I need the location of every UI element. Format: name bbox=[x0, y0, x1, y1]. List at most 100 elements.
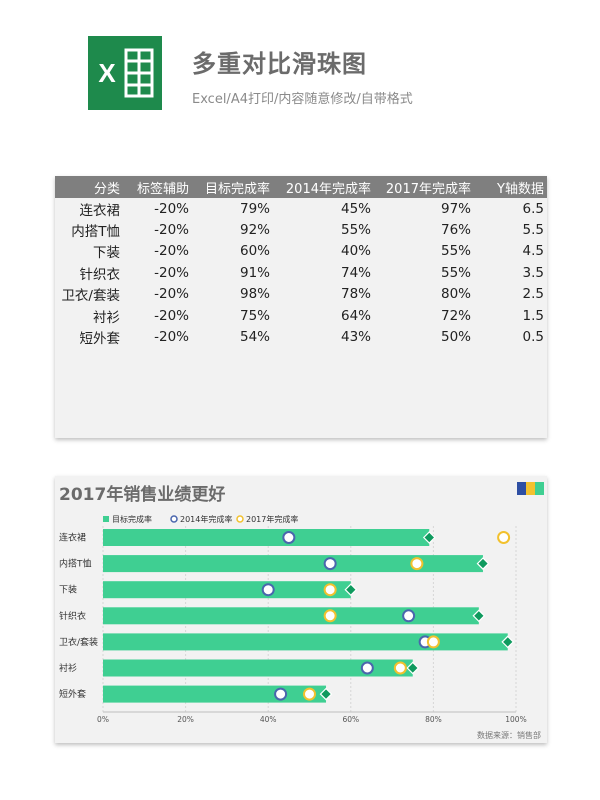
table-cell: 针织衣 bbox=[79, 266, 121, 283]
page-subtitle: Excel/A4打印/内容随意修改/自带格式 bbox=[192, 92, 413, 107]
target-diamond bbox=[472, 609, 486, 623]
table-cell: 74% bbox=[340, 264, 371, 281]
point-2014 bbox=[261, 583, 275, 597]
category-label: 衬衫 bbox=[59, 662, 77, 674]
target-diamond bbox=[501, 635, 515, 649]
category-label: 卫衣/套装 bbox=[59, 636, 98, 648]
table-header-row: 分类 标签辅助 目标完成率 2014年完成率 2017年完成率 Y轴数据 bbox=[55, 176, 547, 198]
target-bar bbox=[103, 607, 479, 625]
table-cell: -20% bbox=[154, 264, 189, 281]
corner-color-mark bbox=[517, 482, 544, 495]
table-cell: -20% bbox=[154, 222, 189, 239]
table-cell: 卫衣/套装 bbox=[61, 288, 120, 305]
table-cell: -20% bbox=[154, 200, 189, 217]
table-cell: 80% bbox=[440, 286, 471, 303]
table-cell: -20% bbox=[154, 307, 189, 324]
legend-swatch-circle bbox=[236, 515, 244, 523]
legend-label: 2017年完成率 bbox=[246, 514, 298, 524]
data-table: 分类 标签辅助 目标完成率 2014年完成率 2017年完成率 Y轴数据 连衣裙… bbox=[55, 176, 547, 348]
x-tick-label: 40% bbox=[260, 715, 277, 724]
table-cell: 1.5 bbox=[522, 307, 544, 324]
chart-legend: 目标完成率 2014年完成率 2017年完成率 bbox=[103, 514, 298, 524]
column-header: 标签辅助 bbox=[136, 181, 189, 197]
legend-swatch-circle bbox=[170, 515, 178, 523]
x-tick-label: 100% bbox=[505, 715, 526, 724]
point-2014 bbox=[274, 687, 288, 701]
table-cell: 衬衫 bbox=[93, 309, 120, 326]
table-cell: 55% bbox=[440, 243, 471, 260]
table-cell: 79% bbox=[239, 200, 270, 217]
x-tick-label: 20% bbox=[177, 715, 194, 724]
table-cell: 54% bbox=[239, 329, 270, 346]
category-label: 内搭T恤 bbox=[59, 558, 92, 570]
table-cell: -20% bbox=[154, 329, 189, 346]
table-cell: 55% bbox=[440, 264, 471, 281]
chart-panel: 2017年销售业绩更好 目标完成率 2014年完成率 2017年完成率 连衣裙 内搭T… bbox=[55, 476, 547, 743]
target-bar bbox=[103, 555, 483, 573]
legend-swatch-bar bbox=[103, 516, 109, 522]
point-2014 bbox=[402, 609, 416, 623]
table-cell: 64% bbox=[340, 307, 371, 324]
x-tick-label: 0% bbox=[97, 715, 109, 724]
table-cell: 72% bbox=[440, 307, 471, 324]
table-cell: 6.5 bbox=[522, 200, 544, 217]
dot-plot-chart: 2017年销售业绩更好 目标完成率 2014年完成率 2017年完成率 连衣裙内搭T… bbox=[59, 482, 544, 740]
point-2017 bbox=[303, 687, 316, 701]
category-label: 连衣裙 bbox=[59, 532, 86, 544]
table-cell: 60% bbox=[239, 243, 270, 260]
point-2014 bbox=[360, 661, 374, 675]
table-cell: 3.5 bbox=[522, 264, 544, 281]
table-row: 短外套 -20% 54% 43% 50% 0.5 bbox=[55, 326, 547, 347]
table-cell: 98% bbox=[239, 286, 270, 303]
table-cell: 78% bbox=[340, 286, 371, 303]
target-bar bbox=[103, 529, 430, 546]
corner-mark-green bbox=[535, 482, 544, 495]
target-diamond bbox=[422, 531, 436, 544]
table-cell: 下装 bbox=[93, 245, 120, 262]
table-cell: 2.5 bbox=[522, 286, 544, 303]
x-tick-label: 60% bbox=[342, 715, 359, 724]
excel-logo-letter: X bbox=[98, 58, 116, 88]
point-2017 bbox=[393, 661, 407, 675]
target-bar bbox=[103, 685, 327, 703]
table-cell: 92% bbox=[239, 222, 270, 239]
table-row: 针织衣 -20% 91% 74% 55% 3.5 bbox=[55, 262, 547, 283]
table-cell: 76% bbox=[440, 222, 471, 239]
table-row: 卫衣/套装 -20% 98% 78% 80% 2.5 bbox=[55, 284, 547, 305]
target-bar bbox=[103, 633, 508, 651]
point-2017 bbox=[497, 531, 511, 544]
table-cell: 45% bbox=[340, 200, 371, 217]
x-tick-label: 80% bbox=[425, 715, 442, 724]
column-header: 目标完成率 bbox=[204, 181, 270, 197]
point-2014 bbox=[323, 557, 337, 571]
table-cell: 91% bbox=[239, 264, 270, 281]
table-cell: 50% bbox=[440, 329, 471, 346]
table-cell: 97% bbox=[440, 200, 471, 217]
chart-x-axis: 0% 20% 40% 60% 80% 100% bbox=[97, 711, 527, 724]
legend-label: 2014年完成率 bbox=[180, 514, 232, 524]
category-label: 针织衣 bbox=[59, 610, 86, 622]
column-header: 2014年完成率 bbox=[285, 181, 371, 197]
table-row: 内搭T恤 -20% 92% 55% 76% 5.5 bbox=[55, 219, 547, 240]
table-cell: -20% bbox=[154, 243, 189, 260]
column-header: 分类 bbox=[93, 181, 120, 197]
excel-logo-icon: X bbox=[88, 36, 162, 110]
corner-mark-yellow bbox=[526, 482, 535, 495]
table-cell: 连衣裙 bbox=[79, 202, 121, 219]
table-cell: 75% bbox=[239, 307, 270, 324]
table-cell: 内搭T恤 bbox=[71, 224, 120, 241]
column-header: 2017年完成率 bbox=[385, 181, 471, 197]
table-cell: -20% bbox=[154, 286, 189, 303]
table-row: 连衣裙 -20% 79% 45% 97% 6.5 bbox=[55, 198, 547, 219]
point-2017 bbox=[323, 609, 337, 623]
data-table-panel: 分类 标签辅助 目标完成率 2014年完成率 2017年完成率 Y轴数据 连衣裙… bbox=[55, 176, 547, 438]
table-cell: 43% bbox=[340, 329, 371, 346]
point-2017 bbox=[426, 635, 440, 649]
category-label: 下装 bbox=[59, 584, 77, 596]
point-2014 bbox=[282, 531, 296, 544]
chart-source: 数据来源：销售部 bbox=[477, 730, 541, 740]
table-cell: 短外套 bbox=[79, 331, 121, 348]
target-diamond bbox=[406, 661, 420, 675]
table-cell: 40% bbox=[340, 243, 371, 260]
